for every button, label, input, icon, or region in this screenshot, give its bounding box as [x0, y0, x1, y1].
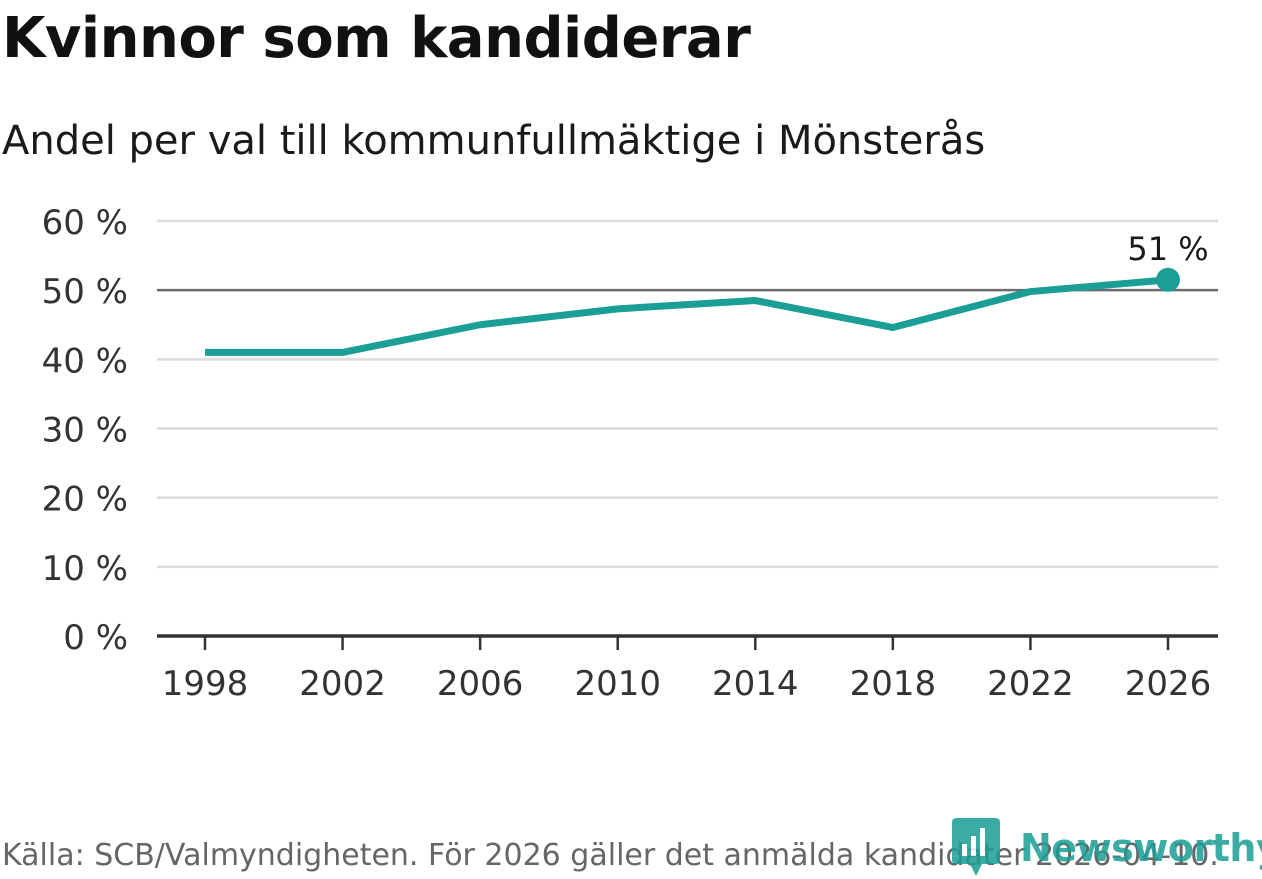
end-value-label: 51 %: [1127, 230, 1208, 268]
y-tick-label-60: 60 %: [42, 203, 128, 243]
series-line-0: [205, 276, 1169, 356]
chart-subtitle: Andel per val till kommunfullmäktige i M…: [2, 118, 986, 164]
x-tick-label-2006: 2006: [437, 664, 524, 704]
y-tick-label-30: 30 %: [42, 411, 128, 451]
data-series: [204, 267, 1180, 356]
x-tick-label-2022: 2022: [987, 664, 1074, 704]
brand-logo: Newsworthy: [952, 818, 1262, 878]
y-tick-label-10: 10 %: [42, 549, 128, 589]
y-axis-tick-labels: 0 % 10 % 20 % 30 % 40 % 50 % 60 %: [42, 203, 128, 658]
source-note: Källa: SCB/Valmyndigheten. För 2026 gäll…: [2, 838, 1219, 873]
x-tick-label-2002: 2002: [299, 664, 386, 704]
newsworthy-logo-icon: [952, 818, 1000, 876]
y-tick-label-50: 50 %: [42, 272, 128, 312]
y-tick-label-0: 0 %: [63, 618, 128, 658]
x-axis-tick-labels: 1998 2002 2006 2010 2014 2018 2022 2026: [162, 636, 1212, 704]
x-tick-label-2018: 2018: [850, 664, 937, 704]
x-tick-label-2010: 2010: [574, 664, 661, 704]
x-tick-label-2014: 2014: [712, 664, 799, 704]
end-point-marker: [1156, 267, 1180, 292]
x-tick-label-2026: 2026: [1125, 664, 1212, 704]
brand-name: Newsworthy: [1020, 826, 1262, 870]
y-tick-label-40: 40 %: [42, 341, 128, 381]
annotations: 51 %: [1127, 230, 1208, 268]
gridlines: [157, 219, 1218, 638]
y-tick-label-20: 20 %: [42, 480, 128, 520]
x-tick-label-1998: 1998: [162, 664, 249, 704]
chart-title: Kvinnor som kandiderar: [2, 6, 751, 71]
